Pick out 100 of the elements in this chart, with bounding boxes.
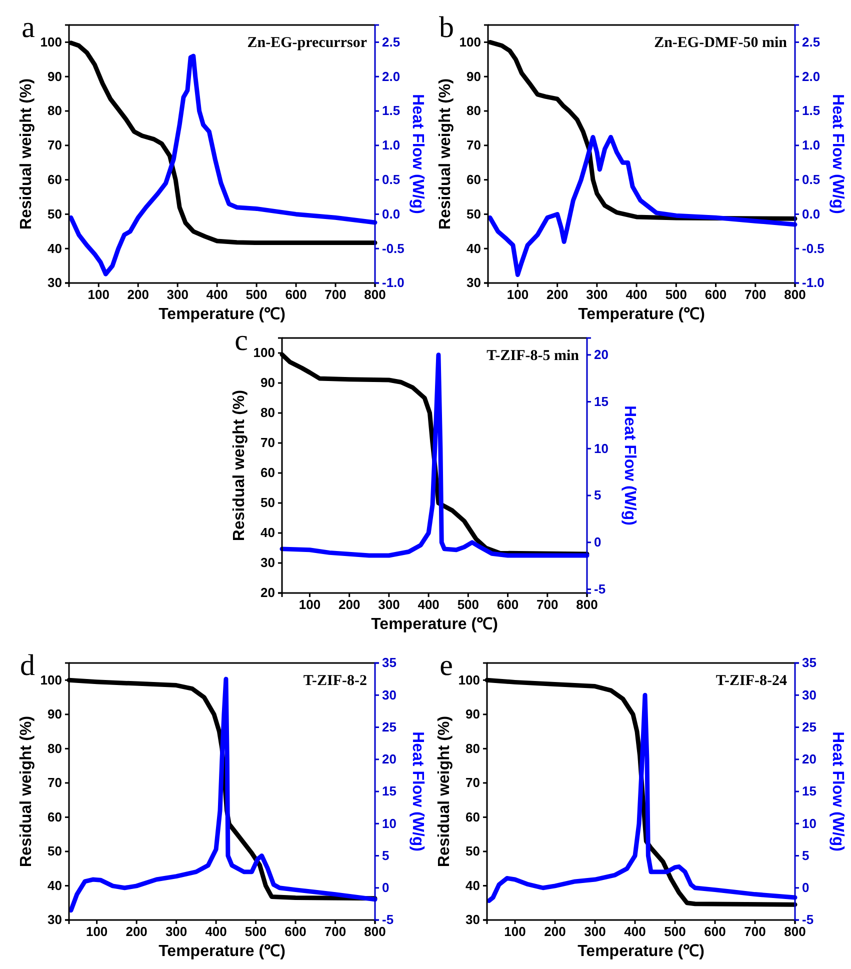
y-tick-label: 60 [260, 465, 275, 480]
y-tick-label: 60 [48, 809, 62, 824]
x-tick-label: 100 [298, 597, 321, 612]
x-tick-label: 600 [704, 287, 727, 302]
annotation: Zn-EG-DMF-50 min [654, 35, 788, 51]
y2-tick-label: 20 [594, 347, 608, 362]
y-tick-label: 100 [253, 345, 275, 360]
y2-tick-label: 0 [802, 880, 810, 896]
y2-tick-label: 15 [594, 394, 608, 409]
x-tick-label: 500 [664, 924, 686, 940]
y-tick-label: 80 [260, 405, 275, 420]
y2-axis-title: Heat Flow (W/g) [409, 732, 426, 852]
y2-tick-label: 0 [382, 880, 390, 896]
x-tick-label: 200 [126, 924, 148, 940]
y2-tick-label: 25 [802, 719, 816, 734]
x-tick-label: 200 [338, 597, 360, 612]
y-tick-label: 70 [48, 138, 62, 153]
y2-tick-label: 2.0 [802, 68, 820, 84]
x-tick-label: 500 [246, 287, 268, 302]
x-tick-label: 300 [166, 287, 188, 302]
y-tick-label: 90 [466, 68, 481, 84]
y-axis-title: Residual weight (%) [437, 78, 454, 230]
y-axis-title: Residual weight (%) [231, 390, 248, 542]
y-tick-label: 80 [466, 103, 481, 118]
y-tick-label: 90 [48, 68, 62, 84]
x-tick-label: 600 [284, 924, 306, 940]
y2-tick-label: 1.0 [382, 138, 400, 153]
y2-tick-label: 15 [802, 784, 816, 799]
y-tick-label: 40 [48, 240, 62, 256]
x-axis-title: Temperature (℃) [578, 943, 704, 960]
y2-tick-label: 20 [802, 752, 816, 767]
annotation: T-ZIF-8-5 min [486, 348, 580, 364]
y-tick-label: 70 [48, 775, 62, 790]
y-tick-label: 90 [466, 706, 480, 722]
x-tick-label: 400 [624, 924, 646, 940]
text: b [439, 11, 454, 44]
x-axis-title: Temperature (℃) [158, 943, 286, 960]
y2-tick-label: 0.0 [382, 206, 400, 222]
x-tick-label: 200 [544, 924, 566, 940]
y2-axis-title: Heat Flow (W/g) [621, 406, 638, 526]
y2-tick-label: 0.0 [802, 206, 820, 222]
x-tick-label: 600 [704, 924, 726, 940]
y-tick-label: 30 [48, 912, 62, 928]
y-tick-label: 30 [466, 275, 481, 290]
x-tick-label: 200 [546, 287, 568, 302]
line-series [488, 134, 798, 277]
y-tick-label: 100 [458, 672, 480, 688]
x-tick-label: 600 [496, 597, 519, 612]
y-tick-label: 70 [466, 138, 481, 153]
x-tick-label: 300 [584, 924, 606, 940]
x-tick-label: 100 [504, 924, 526, 940]
y2-tick-label: 1.5 [382, 103, 400, 118]
line-series [68, 54, 378, 276]
annotation: T-ZIF-8-2 [303, 673, 367, 689]
y-axis-title: Residual weight (%) [18, 716, 35, 868]
y-tick-label: 20 [260, 585, 275, 600]
x-tick-label: 400 [206, 287, 228, 302]
y-tick-label: 80 [466, 740, 480, 756]
y-tick-label: 90 [48, 706, 62, 722]
y2-tick-label: 35 [802, 655, 816, 670]
y-tick-label: 80 [48, 740, 62, 756]
y2-tick-label: 5 [594, 488, 602, 503]
y-axis-title: Residual weight (%) [436, 716, 453, 868]
y-tick-label: 100 [459, 34, 481, 50]
y2-tick-label: 2.0 [382, 68, 400, 84]
x-tick-label: 700 [536, 597, 558, 612]
x-tick-label: 300 [378, 597, 400, 612]
y-tick-label: 40 [48, 878, 62, 893]
x-tick-label: 400 [626, 287, 648, 302]
y2-axis-title: Heat Flow (W/g) [829, 94, 846, 214]
y2-tick-label: -5 [594, 581, 606, 596]
y-tick-label: 70 [260, 435, 275, 450]
y2-tick-label: 0.5 [382, 172, 400, 187]
x-tick-label: 700 [744, 287, 766, 302]
x-tick-label: 400 [418, 597, 440, 612]
x-tick-label: 700 [744, 924, 766, 940]
x-tick-label: 500 [244, 924, 267, 940]
y-tick-label: 50 [260, 495, 275, 510]
x-axis-title: Temperature (℃) [158, 306, 286, 323]
text: c [234, 324, 248, 357]
y2-tick-label: 30 [802, 687, 816, 702]
x-tick-label: 700 [324, 287, 346, 302]
y2-tick-label: 10 [802, 816, 816, 831]
y-tick-label: 40 [466, 878, 480, 893]
y-tick-label: 30 [466, 912, 480, 928]
y2-tick-label: 35 [382, 655, 396, 670]
x-tick-label: 100 [88, 287, 110, 302]
y2-tick-label: 30 [382, 687, 396, 702]
text: e [440, 649, 453, 682]
x-tick-label: 500 [457, 597, 480, 612]
y-tick-label: 50 [466, 206, 481, 222]
annotation: Zn-EG-precurrsor [247, 35, 368, 51]
x-tick-label: 800 [576, 597, 598, 612]
y2-tick-label: 0 [594, 534, 602, 550]
y2-tick-label: 0.5 [802, 172, 820, 187]
x-tick-label: 100 [86, 924, 108, 940]
x-tick-label: 300 [586, 287, 608, 302]
y-tick-label: 100 [40, 672, 62, 688]
y2-axis-title: Heat Flow (W/g) [409, 94, 426, 214]
x-tick-label: 400 [205, 924, 227, 940]
